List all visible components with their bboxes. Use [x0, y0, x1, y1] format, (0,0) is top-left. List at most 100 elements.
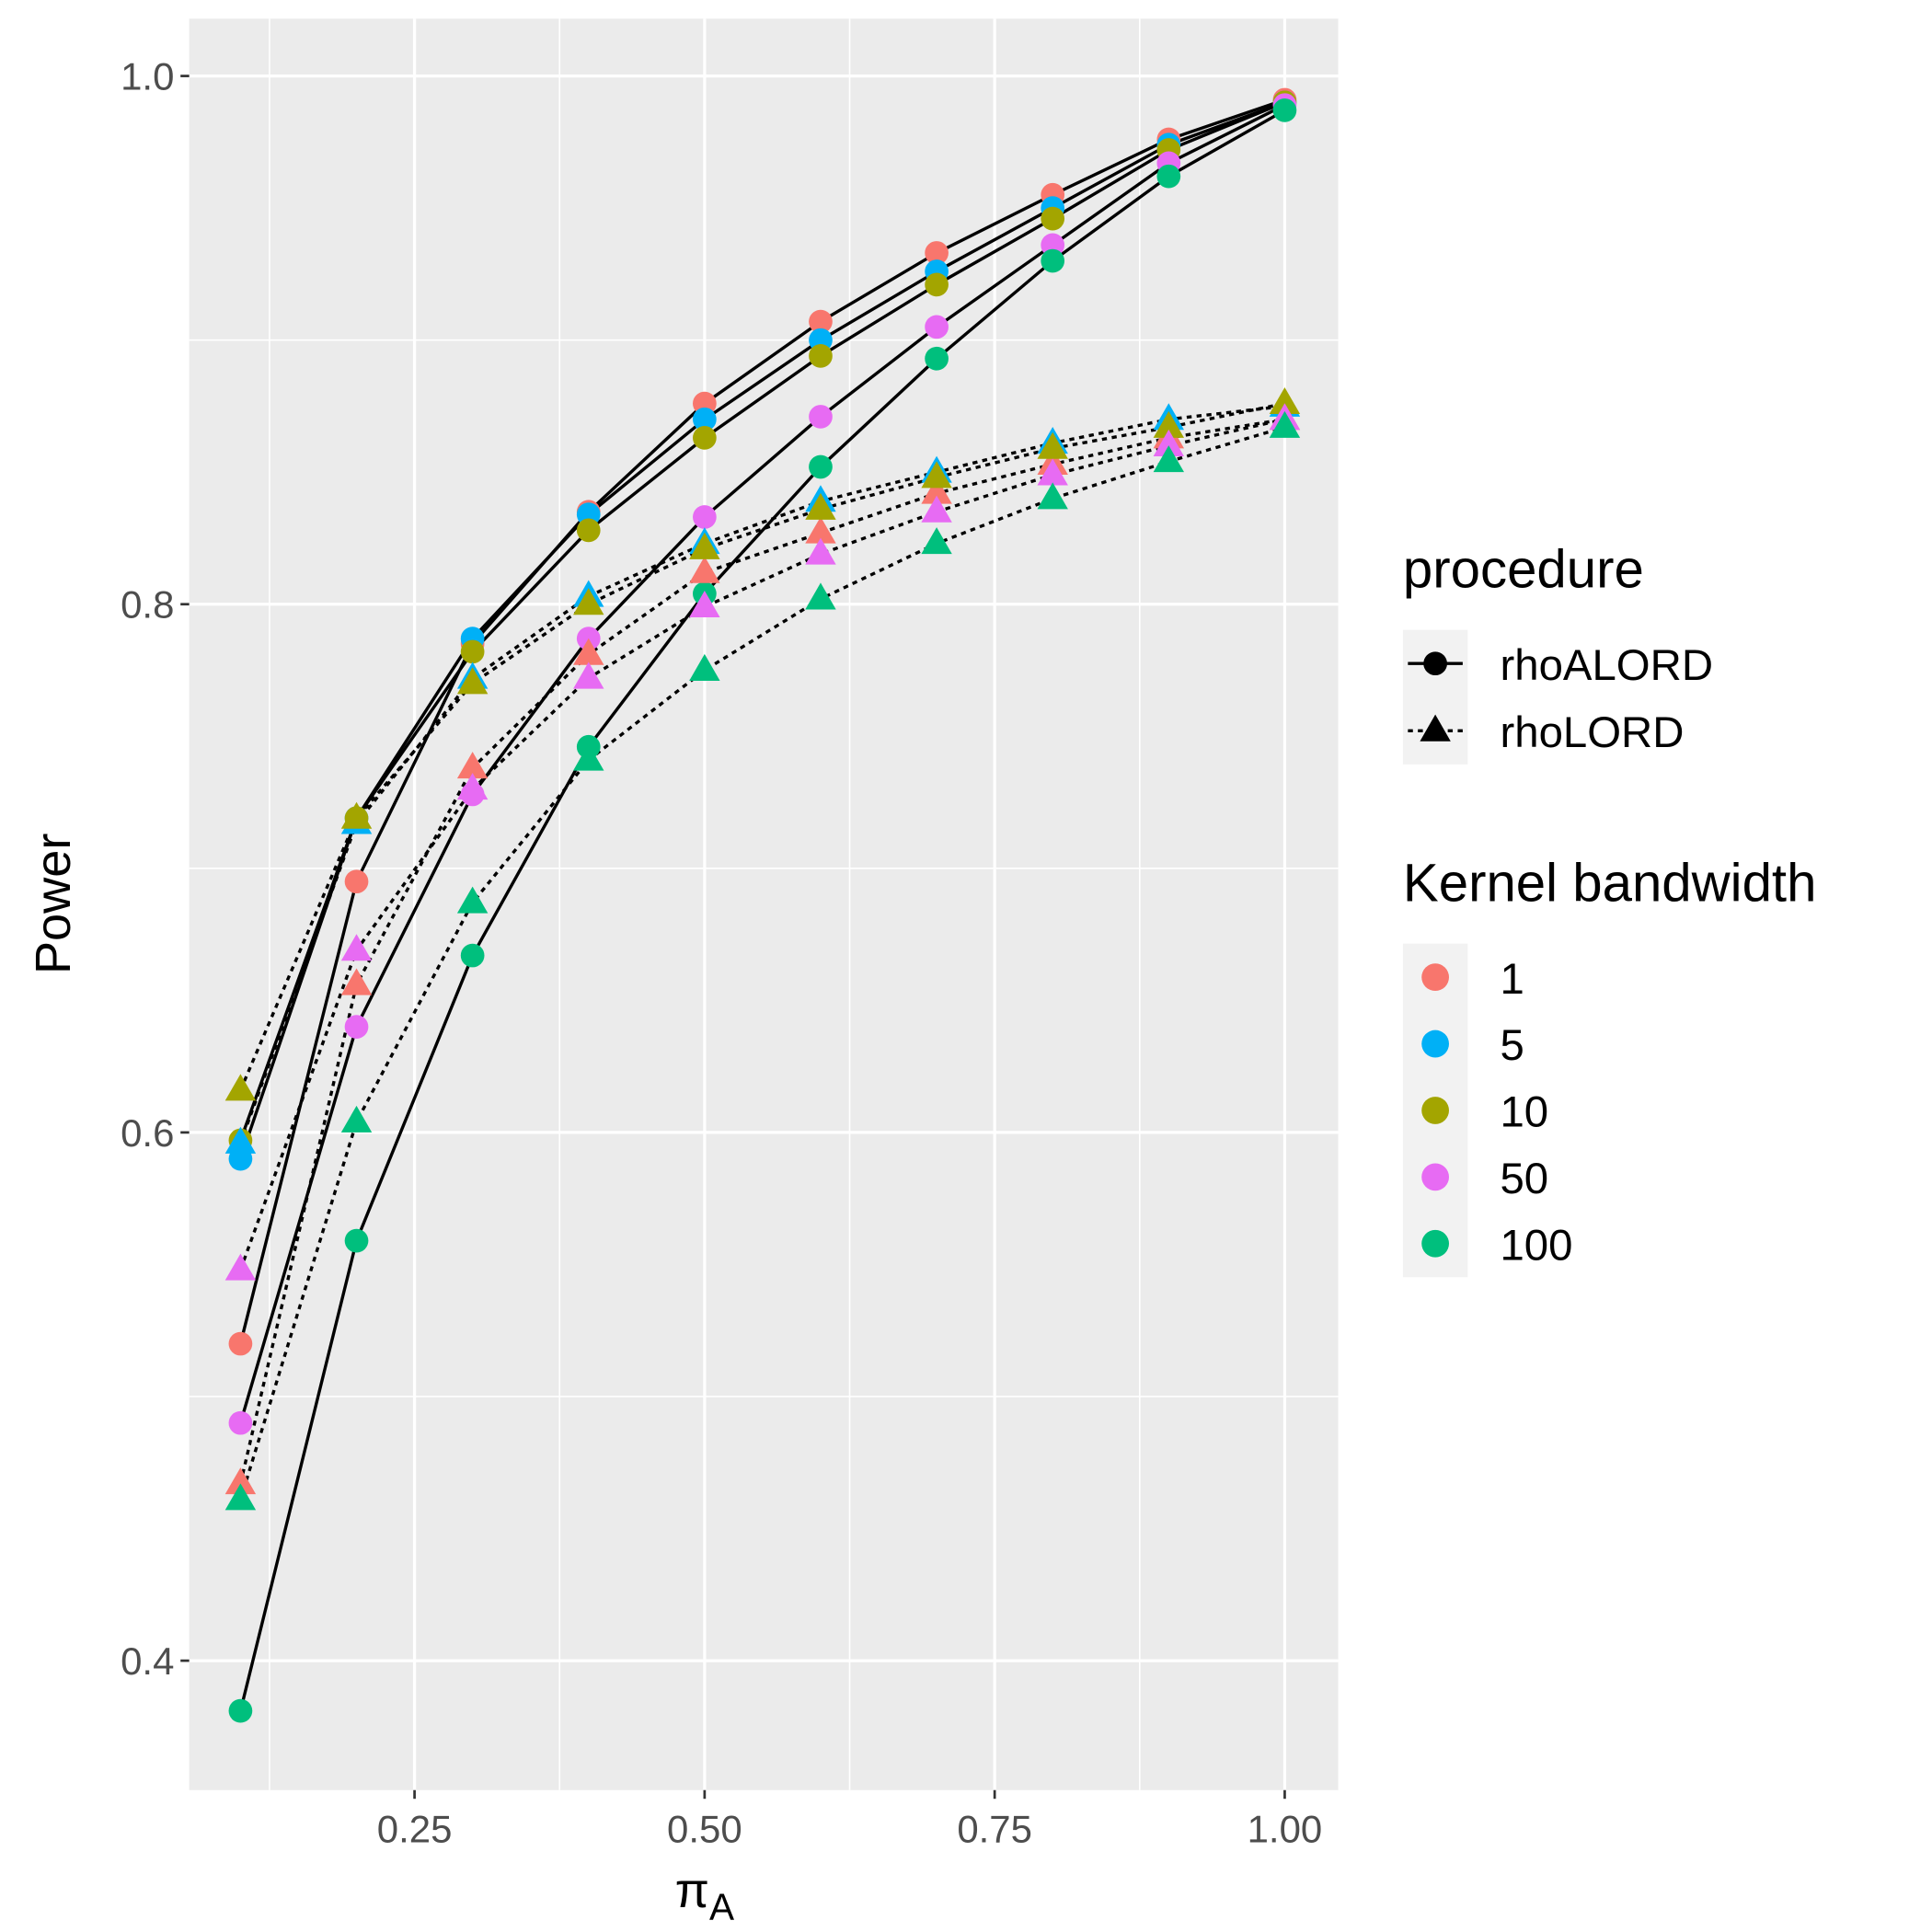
point [693, 505, 717, 529]
y-axis-title: Power [26, 834, 81, 974]
point [460, 639, 485, 664]
series-line [238, 98, 1285, 1344]
point [340, 801, 373, 829]
panel [189, 18, 1339, 1790]
legend-key-shape [1421, 1097, 1449, 1124]
point [1269, 410, 1301, 438]
point [1041, 248, 1065, 273]
legend-key-shape [1421, 1163, 1449, 1191]
point [805, 582, 836, 610]
x-axis-title-sub: A [709, 1885, 734, 1927]
series-line [238, 425, 1285, 1501]
point [1041, 206, 1065, 231]
point [921, 461, 952, 489]
series-line [238, 404, 1285, 1144]
point [925, 241, 949, 265]
legend-label: 5 [1500, 1021, 1524, 1070]
point [456, 773, 489, 800]
legend-key-shape [1421, 1029, 1449, 1058]
point [228, 1410, 253, 1435]
point [576, 518, 601, 543]
legend-key-bg [1402, 629, 1468, 765]
point [1156, 164, 1181, 189]
point [573, 661, 604, 689]
point [224, 1074, 257, 1101]
point [925, 272, 949, 297]
series-line [238, 100, 1286, 1160]
point [456, 886, 489, 914]
y-tick-label: 1.0 [121, 54, 174, 98]
point [340, 968, 373, 995]
point [1153, 429, 1185, 456]
point [460, 943, 485, 968]
point [809, 309, 833, 334]
y-tick-label: 0.6 [121, 1111, 174, 1155]
point [344, 869, 369, 894]
point [689, 532, 720, 559]
series-line [238, 418, 1285, 1271]
point [1037, 431, 1068, 459]
point [1272, 98, 1297, 122]
series-line [238, 418, 1285, 1485]
series-line [238, 103, 1286, 1424]
point [689, 591, 720, 618]
legend-key-shape [1421, 963, 1449, 992]
point [573, 588, 604, 615]
y-tick-label: 0.8 [121, 583, 174, 627]
point [573, 743, 604, 771]
legend-label: 50 [1500, 1155, 1548, 1203]
point [224, 1126, 257, 1154]
legend-title: Kernel bandwidth [1403, 854, 1817, 914]
series-line [238, 100, 1286, 1142]
x-tick-label: 1.00 [1248, 1808, 1323, 1851]
point [228, 1698, 253, 1723]
point [1037, 482, 1068, 510]
point [689, 653, 720, 681]
legend-title: procedure [1403, 540, 1644, 600]
point [693, 426, 717, 450]
y-tick-label: 0.4 [121, 1639, 174, 1683]
point [224, 1253, 257, 1281]
legend-key-shape [1423, 651, 1447, 676]
point [344, 1015, 369, 1039]
legend-label: 10 [1500, 1088, 1548, 1137]
point [1153, 410, 1185, 438]
point [228, 1331, 253, 1356]
point [805, 537, 836, 565]
point [809, 454, 833, 479]
point [921, 495, 952, 523]
point [456, 752, 489, 779]
legend-key-shape [1421, 1229, 1449, 1258]
point [921, 527, 952, 555]
x-tick-label: 0.25 [377, 1808, 453, 1851]
point [1269, 386, 1301, 415]
legend-label: rhoALORD [1500, 641, 1713, 690]
series-line [238, 109, 1286, 1712]
point [921, 477, 952, 504]
point [805, 516, 836, 544]
x-tick-label: 0.50 [667, 1808, 742, 1851]
point [340, 1105, 373, 1133]
legend-label: rhoLORD [1500, 708, 1684, 757]
x-axis-title: πA [675, 1863, 734, 1928]
point [925, 346, 949, 371]
point [809, 344, 833, 368]
x-tick-label: 0.75 [957, 1808, 1032, 1851]
point [689, 556, 720, 583]
point [224, 1483, 257, 1511]
point [573, 638, 604, 665]
legend-key-shape [1420, 714, 1451, 742]
point [1037, 458, 1068, 486]
point [805, 492, 836, 520]
point [340, 934, 373, 961]
point [693, 407, 717, 431]
legend-label: 1 [1500, 955, 1524, 1004]
point [1153, 445, 1185, 473]
point [809, 405, 833, 429]
point [456, 667, 489, 695]
x-axis-title-main: π [675, 1863, 709, 1918]
point [224, 1467, 257, 1495]
legend-label: 100 [1500, 1221, 1572, 1270]
point [344, 1228, 369, 1253]
